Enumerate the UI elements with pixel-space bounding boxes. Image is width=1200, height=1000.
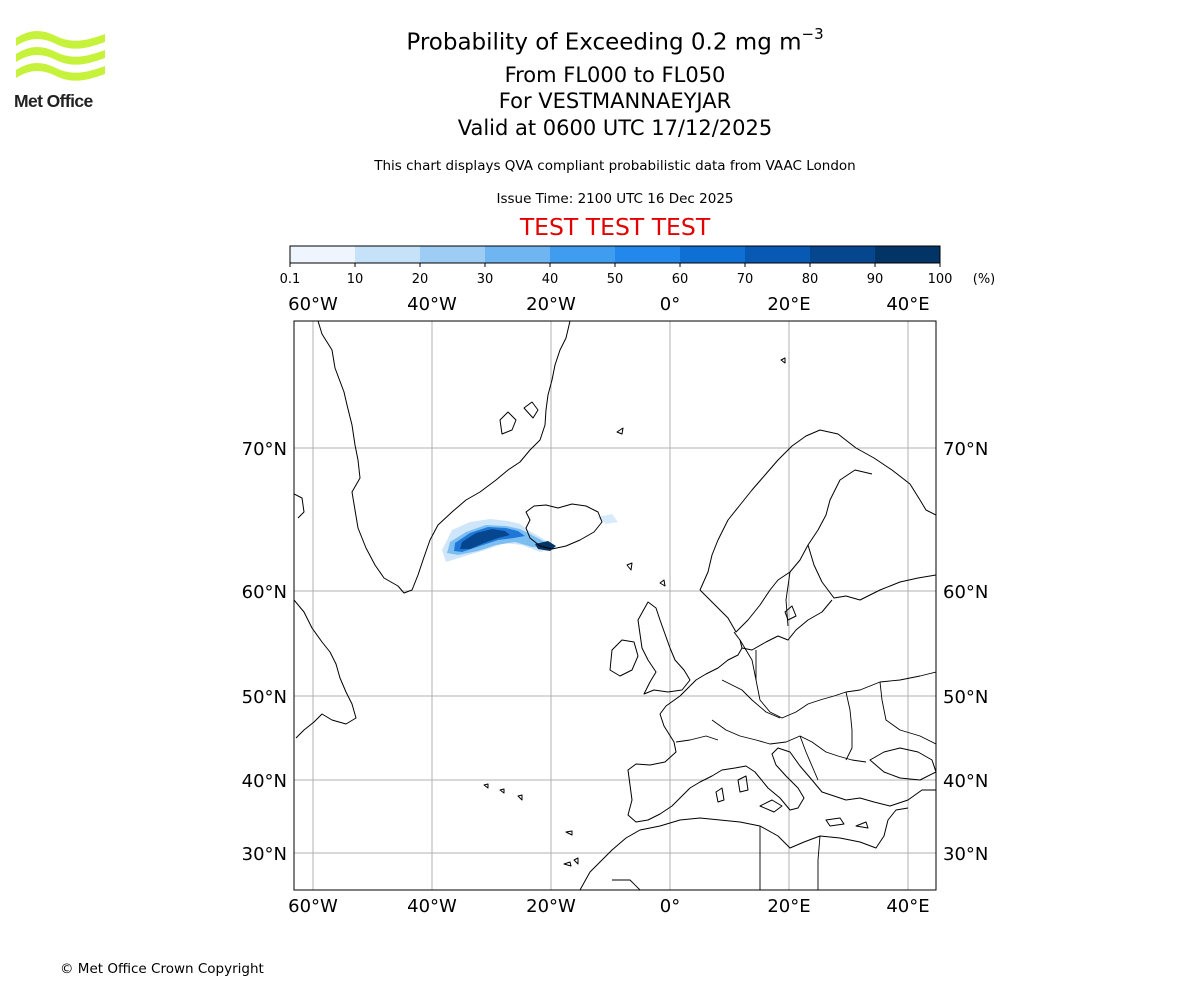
colorbar-segment [875, 246, 940, 263]
colorbar-unit: (%) [973, 272, 996, 287]
wave-logo-icon [16, 30, 105, 81]
longitude-label-top: 0° [660, 294, 680, 315]
longitude-label-bottom: 0° [660, 896, 680, 917]
colorbar-tick-label: 40 [542, 272, 559, 287]
chart-description: This chart displays QVA compliant probab… [374, 158, 856, 174]
colorbar-tick-label: 100 [928, 272, 953, 287]
logo-text: Met Office [14, 91, 93, 111]
location-name: For VESTMANNAEYJAR [498, 89, 732, 113]
longitude-label-bottom: 60°W [288, 896, 338, 917]
colorbar-tick-label: 60 [672, 272, 689, 287]
latitude-label-right: 40°N [943, 771, 988, 792]
graticule [294, 321, 936, 890]
latitude-label-left: 30°N [242, 844, 287, 865]
latitude-label-right: 70°N [943, 439, 988, 460]
ash-probability-plume [442, 514, 618, 562]
title-exponent: −3 [801, 25, 824, 43]
colorbar-tick-label: 10 [347, 272, 364, 287]
longitude-label-top: 20°W [526, 294, 576, 315]
latitude-label-left: 70°N [242, 439, 287, 460]
colorbar-tick-label: 30 [477, 272, 494, 287]
met-office-logo: Met Office [14, 30, 114, 112]
longitude-label-top: 40°W [407, 294, 457, 315]
coastlines [294, 321, 936, 890]
colorbar-segment [290, 246, 355, 263]
colorbar-segment [550, 246, 615, 263]
longitude-label-top: 60°W [288, 294, 338, 315]
latitude-label-left: 50°N [242, 687, 287, 708]
colorbar-segment [355, 246, 420, 263]
issue-time: Issue Time: 2100 UTC 16 Dec 2025 [496, 191, 734, 207]
latitude-label-right: 30°N [943, 844, 988, 865]
colorbar-segment [615, 246, 680, 263]
latitude-label-right: 50°N [943, 687, 988, 708]
colorbar-segment [420, 246, 485, 263]
colorbar-tick-label: 50 [607, 272, 624, 287]
colorbar-segment [680, 246, 745, 263]
title-main: Probability of Exceeding 0.2 mg m [406, 29, 802, 56]
colorbar-tick-label: 20 [412, 272, 429, 287]
chart-title: Probability of Exceeding 0.2 mg m−3 [315, 25, 915, 56]
longitude-label-top: 40°E [886, 294, 929, 315]
longitude-label-bottom: 20°W [526, 896, 576, 917]
colorbar-segment [810, 246, 875, 263]
colorbar-tick-label: 70 [737, 272, 754, 287]
latitude-label-left: 60°N [242, 582, 287, 603]
latitude-label-left: 40°N [242, 771, 287, 792]
colorbar-tick-label: 90 [867, 272, 884, 287]
colorbar-segment [745, 246, 810, 263]
test-banner: TEST TEST TEST [519, 213, 711, 241]
longitude-label-bottom: 40°E [886, 896, 929, 917]
map-frame [293, 320, 937, 891]
longitude-label-bottom: 40°W [407, 896, 457, 917]
longitude-label-bottom: 20°E [767, 896, 810, 917]
latitude-label-right: 60°N [943, 582, 988, 603]
colorbar: 0.1 10 20 30 40 50 60 70 80 90 100 (%) [280, 245, 996, 287]
copyright: © Met Office Crown Copyright [60, 961, 264, 977]
colorbar-tick-label: 0.1 [280, 272, 301, 287]
colorbar-tick-label: 80 [802, 272, 819, 287]
level-range: From FL000 to FL050 [504, 63, 726, 87]
longitude-label-top: 20°E [767, 294, 810, 315]
valid-time: Valid at 0600 UTC 17/12/2025 [457, 116, 773, 140]
colorbar-segment [485, 246, 550, 263]
